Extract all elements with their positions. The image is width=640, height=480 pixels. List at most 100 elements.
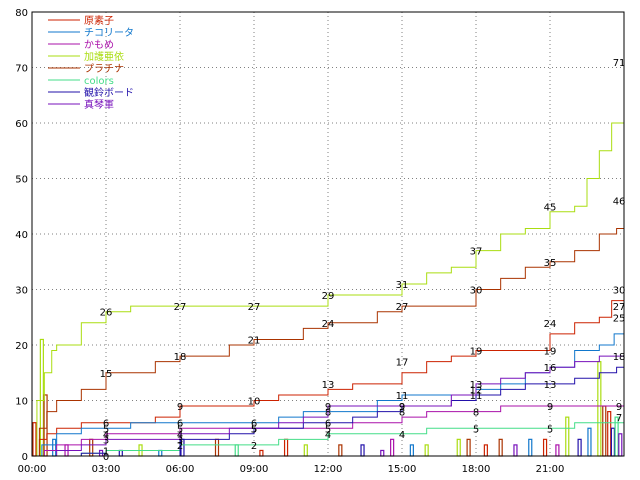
data-label: 25 (613, 313, 626, 324)
data-label: 9 (399, 402, 405, 413)
legend-label: 真琴軍 (84, 98, 114, 111)
data-label: 6 (325, 419, 331, 430)
data-label: 29 (322, 291, 335, 302)
x-tick-label: 21:00 (536, 464, 565, 475)
data-label: 30 (613, 286, 626, 297)
data-label: 4 (103, 430, 109, 441)
data-label: 9 (616, 402, 622, 413)
data-label: 1 (103, 446, 109, 457)
x-tick-label: 09:00 (240, 464, 269, 475)
legend-label: プラチナ (84, 63, 124, 75)
data-label: 5 (547, 424, 553, 435)
legend-label: 加護亜依 (84, 50, 124, 63)
data-label: 24 (544, 319, 557, 330)
y-tick-label: 70 (15, 64, 28, 75)
data-label: 13 (470, 380, 483, 391)
data-label: 5 (251, 424, 257, 435)
data-label: 13 (322, 380, 335, 391)
series-line (32, 317, 625, 457)
data-label: 16 (544, 363, 557, 374)
data-label: 26 (100, 308, 113, 319)
data-label: 37 (470, 247, 483, 258)
y-tick-label: 60 (15, 119, 28, 130)
data-label: 3 (177, 435, 183, 446)
y-tick-label: 40 (15, 230, 28, 241)
data-label: 11 (470, 391, 483, 402)
data-label: 8 (325, 408, 331, 419)
data-label: 0 (103, 452, 109, 463)
data-label: 31 (396, 280, 409, 291)
series-line (32, 61, 625, 457)
data-label: 5 (251, 424, 257, 435)
data-label: 6 (251, 419, 257, 430)
x-tick-label: 12:00 (314, 464, 343, 475)
data-label: 4 (325, 430, 331, 441)
data-label: 6 (177, 419, 183, 430)
data-label: 71 (613, 58, 626, 69)
series-line (32, 289, 625, 457)
data-label: 3 (103, 435, 109, 446)
legend-label: かもめ (84, 39, 114, 51)
y-axis-ticks: 0 10 20 30 40 50 60 70 80 (15, 8, 28, 463)
data-label: 27 (613, 302, 626, 313)
data-label: 24 (322, 319, 335, 330)
x-tick-label: 15:00 (388, 464, 417, 475)
data-label: 27 (174, 302, 187, 313)
legend-label: チコリータ (84, 27, 134, 39)
data-label: 9 (325, 402, 331, 413)
x-tick-label: 18:00 (462, 464, 491, 475)
y-tick-label: 80 (15, 8, 28, 19)
data-label: 5 (473, 424, 479, 435)
data-label: 9 (399, 402, 405, 413)
data-label: 17 (396, 358, 409, 369)
legend-label: 観鈴ボード (84, 86, 134, 99)
data-label: 5 (325, 424, 331, 435)
y-tick-label: 0 (22, 452, 28, 463)
legend-label: 原素子 (84, 14, 114, 27)
y-tick-label: 30 (15, 286, 28, 297)
y-tick-label: 10 (15, 397, 28, 408)
data-label: 11 (396, 391, 409, 402)
data-label: 4 (177, 430, 183, 441)
data-label: 46 (613, 197, 626, 208)
data-label: 35 (544, 258, 557, 269)
data-label: 45 (544, 202, 557, 213)
data-label: 2 (251, 441, 257, 452)
data-label: 8 (399, 408, 405, 419)
data-label: 19 (470, 347, 483, 358)
data-label: 13 (544, 380, 557, 391)
x-tick-label: 06:00 (166, 464, 195, 475)
data-label: 10 (248, 397, 261, 408)
data-label: 5 (251, 424, 257, 435)
data-label: 18 (174, 352, 187, 363)
series-line (32, 200, 625, 457)
data-label: 9 (177, 402, 183, 413)
data-label: 21 (248, 335, 261, 346)
series-line (32, 405, 624, 457)
x-tick-label: 00:00 (18, 464, 47, 475)
data-label: 18 (613, 352, 626, 363)
y-tick-label: 50 (15, 175, 28, 186)
data-label: 15 (100, 369, 113, 380)
data-label: 19 (544, 347, 557, 358)
data-label: 7 (616, 413, 622, 424)
data-label: 4 (399, 430, 405, 441)
series-line (32, 417, 625, 457)
data-label: 5 (177, 424, 183, 435)
data-label: 8 (473, 408, 479, 419)
series-line (32, 355, 624, 457)
data-label: 2 (177, 441, 183, 452)
data-label: 5 (103, 424, 109, 435)
data-label: 12 (470, 385, 483, 396)
data-label: 27 (396, 302, 409, 313)
legend-label: colors (84, 76, 114, 87)
y-tick-label: 20 (15, 341, 28, 352)
x-tick-label: 03:00 (92, 464, 121, 475)
data-label: 27 (248, 302, 261, 313)
plot-frame (31, 11, 625, 457)
x-axis-ticks: 00:00 03:00 06:00 09:00 12:00 15:00 18:00 21:00 (18, 464, 565, 475)
